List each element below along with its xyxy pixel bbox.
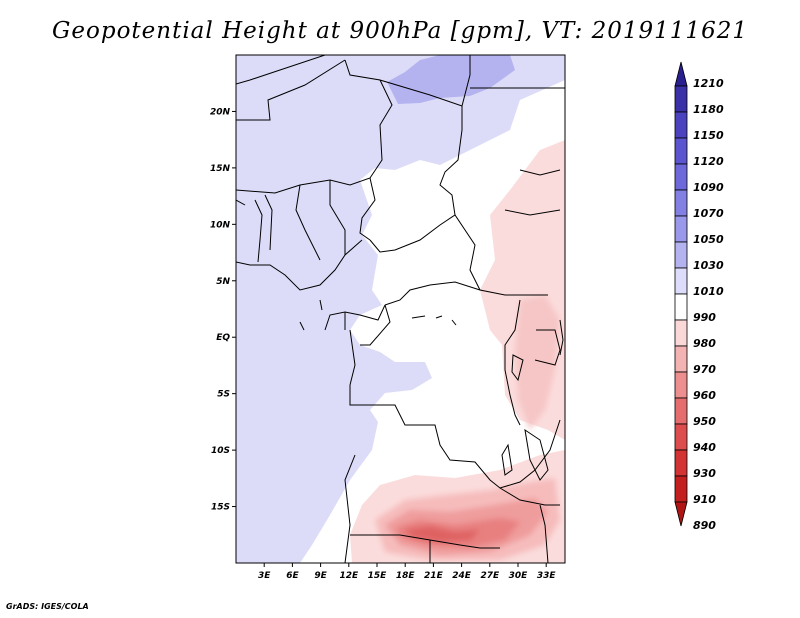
colorbar-arrow-bottom bbox=[674, 501, 688, 527]
colorbar: 1210 1180 1150 1120 1090 1070 1050 1030 1010 990 9… bbox=[674, 61, 724, 532]
lon-tick-label: 3E bbox=[258, 571, 271, 581]
colorbar-segment bbox=[674, 293, 688, 321]
grads-credit: GrADS: IGES/COLA bbox=[6, 602, 89, 611]
colorbar-label: 890 bbox=[693, 519, 716, 532]
colorbar-label: 950 bbox=[693, 415, 716, 428]
colorbar-segment bbox=[674, 189, 688, 217]
lat-tick-label: 10N bbox=[210, 220, 231, 230]
colorbar-label: 940 bbox=[693, 441, 716, 454]
colorbar-segment bbox=[674, 345, 688, 373]
colorbar-segment bbox=[674, 111, 688, 139]
lat-tick-label: 5S bbox=[217, 390, 230, 400]
colorbar-segment bbox=[674, 449, 688, 477]
colorbar-segment bbox=[674, 215, 688, 243]
lat-tick-label: 15S bbox=[211, 503, 230, 513]
lat-tick-label: 20N bbox=[210, 107, 231, 117]
map-frame bbox=[235, 54, 566, 564]
lat-tick-label: 5N bbox=[216, 277, 230, 287]
colorbar-label: 990 bbox=[693, 311, 716, 324]
lon-tick-label: 6E bbox=[286, 571, 299, 581]
lon-tick-label: 15E bbox=[368, 571, 388, 581]
colorbar-segment bbox=[674, 137, 688, 165]
longitude-axis: 3E 6E 9E 12E 15E 18E 21E 24E 27E 30E 33E bbox=[258, 563, 556, 581]
colorbar-label: 910 bbox=[693, 493, 716, 506]
lon-tick-label: 18E bbox=[396, 571, 416, 581]
colorbar-segment bbox=[674, 267, 688, 295]
lat-tick-label: 15N bbox=[210, 164, 231, 174]
colorbar-segment bbox=[674, 163, 688, 191]
colorbar-label: 1030 bbox=[693, 259, 724, 272]
lon-tick-label: 9E bbox=[314, 571, 327, 581]
country-borders bbox=[236, 55, 565, 563]
lat-tick-label: EQ bbox=[216, 333, 230, 343]
colorbar-segment bbox=[674, 85, 688, 113]
lon-tick-label: 27E bbox=[480, 571, 500, 581]
colorbar-label: 1210 bbox=[693, 77, 724, 90]
map-title: Geopotential Height at 900hPa [gpm], VT:… bbox=[52, 18, 748, 44]
latitude-axis: 20N 15N 10N 5N EQ 5S 10S 15S bbox=[210, 107, 236, 513]
lon-tick-label: 30E bbox=[509, 571, 529, 581]
field-980-990-lakes bbox=[515, 295, 560, 430]
lon-tick-label: 12E bbox=[339, 571, 359, 581]
field-940-950 bbox=[405, 526, 480, 542]
colorbar-segment bbox=[674, 371, 688, 399]
colorbar-arrow-top bbox=[674, 61, 688, 87]
colorbar-segment bbox=[674, 397, 688, 425]
lon-tick-label: 21E bbox=[424, 571, 444, 581]
colorbar-label: 1050 bbox=[693, 233, 724, 246]
colorbar-segment bbox=[674, 475, 688, 503]
colorbar-label: 930 bbox=[693, 467, 716, 480]
colorbar-label: 1090 bbox=[693, 181, 724, 194]
lon-tick-label: 33E bbox=[537, 571, 557, 581]
colorbar-label: 1180 bbox=[693, 103, 724, 116]
colorbar-label: 1120 bbox=[693, 155, 724, 168]
colorbar-segment bbox=[674, 319, 688, 347]
colorbar-label: 970 bbox=[693, 363, 716, 376]
colorbar-label: 1150 bbox=[693, 129, 724, 142]
colorbar-segment bbox=[674, 423, 688, 451]
colorbar-segment bbox=[674, 241, 688, 269]
lon-tick-label: 24E bbox=[452, 571, 472, 581]
colorbar-label: 960 bbox=[693, 389, 716, 402]
colorbar-label: 1070 bbox=[693, 207, 724, 220]
colorbar-label: 980 bbox=[693, 337, 716, 350]
lat-tick-label: 10S bbox=[211, 446, 230, 456]
colorbar-label: 1010 bbox=[693, 285, 724, 298]
